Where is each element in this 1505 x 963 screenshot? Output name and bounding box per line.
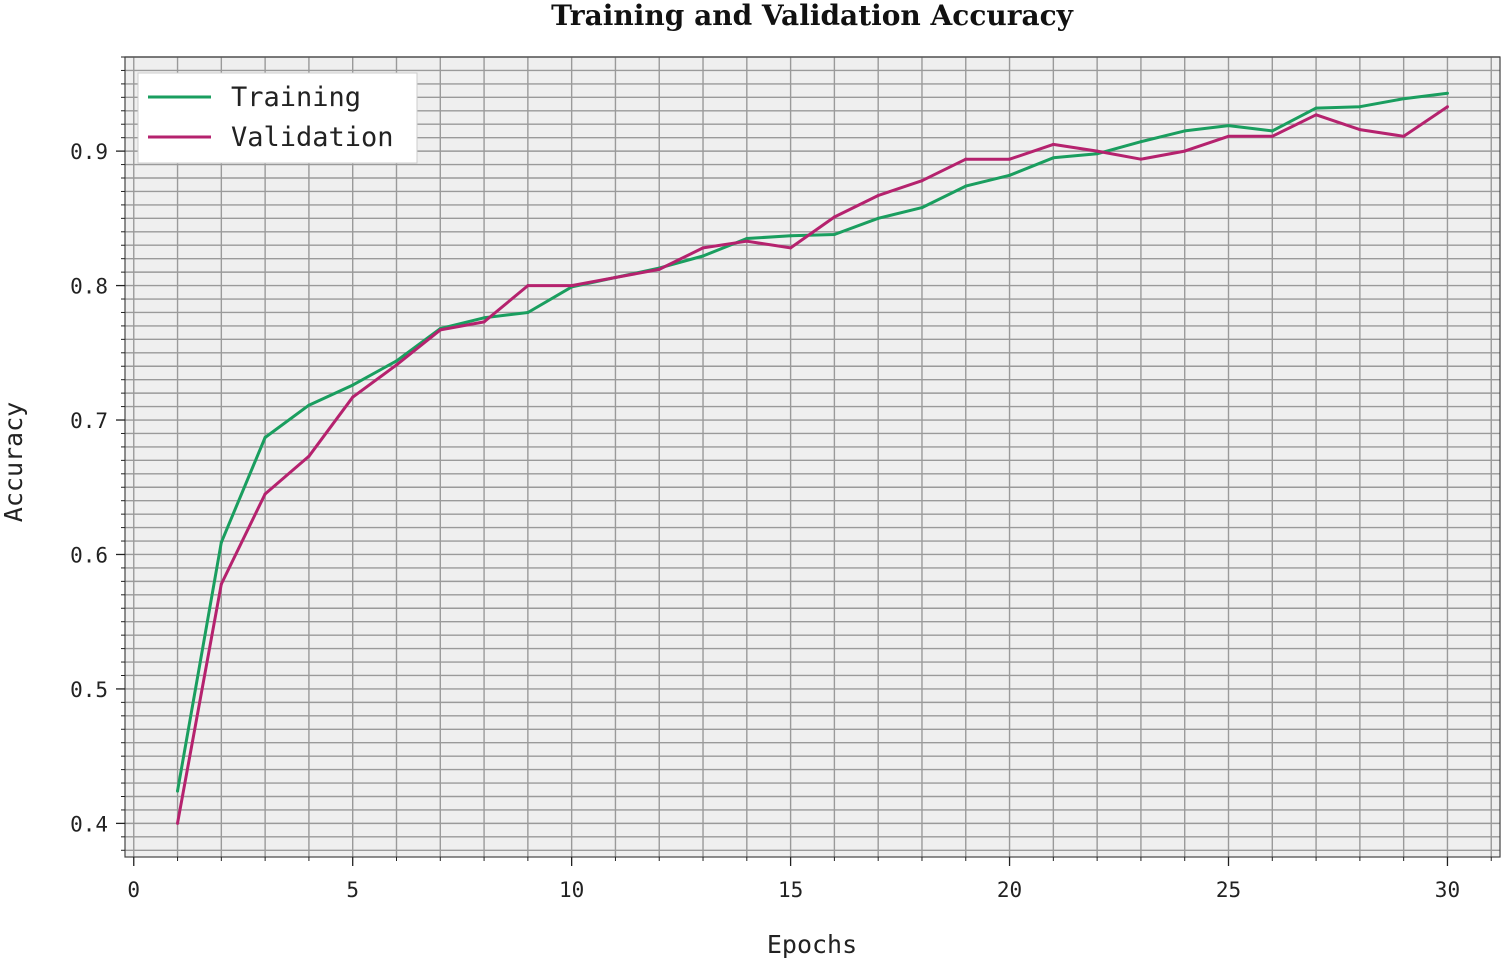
x-tick-label: 10 xyxy=(559,878,584,902)
data-point-training xyxy=(1314,106,1318,110)
x-tick-label: 15 xyxy=(778,878,803,902)
data-point-validation xyxy=(1358,128,1362,132)
chart-title: Training and Validation Accuracy xyxy=(551,0,1074,32)
data-point-training xyxy=(1445,91,1449,95)
data-point-validation xyxy=(1402,134,1406,138)
series-line-validation xyxy=(176,105,1449,824)
x-tick-label: 5 xyxy=(346,878,359,902)
data-point-validation xyxy=(832,215,836,219)
data-point-validation xyxy=(1270,134,1274,138)
data-point-validation xyxy=(570,284,574,288)
data-point-validation xyxy=(394,363,398,367)
data-point-training xyxy=(1402,97,1406,101)
legend-box xyxy=(137,72,418,164)
data-point-training xyxy=(1270,129,1274,133)
data-point-validation xyxy=(219,582,223,586)
data-point-validation xyxy=(1227,134,1231,138)
data-point-training xyxy=(1095,152,1099,156)
data-point-training xyxy=(1227,124,1231,128)
legend-label-training: Training xyxy=(231,82,361,113)
plot-frame xyxy=(124,56,1501,858)
data-point-validation xyxy=(1139,157,1143,161)
data-point-training xyxy=(263,436,267,440)
legend-label-validation: Validation xyxy=(231,122,394,153)
data-point-validation xyxy=(351,395,355,399)
data-point-training xyxy=(351,383,355,387)
data-point-validation xyxy=(964,157,968,161)
data-point-training xyxy=(964,184,968,188)
data-point-validation xyxy=(1183,149,1187,153)
series-line-training xyxy=(176,91,1448,792)
x-tick-label: 0 xyxy=(127,878,140,902)
data-point-training xyxy=(1183,129,1187,133)
data-point-training xyxy=(789,234,793,238)
data-point-validation xyxy=(176,821,180,825)
data-point-training xyxy=(1358,105,1362,109)
data-point-validation xyxy=(657,267,661,271)
data-point-training xyxy=(219,540,223,544)
x-tick-label: 30 xyxy=(1435,878,1460,902)
data-point-training xyxy=(1051,156,1055,160)
data-point-training xyxy=(1139,140,1143,144)
y-tick-label: 0.9 xyxy=(70,140,108,164)
data-point-training xyxy=(745,237,749,241)
y-tick-label: 0.5 xyxy=(70,678,108,702)
x-tick-label: 25 xyxy=(1216,878,1241,902)
grid xyxy=(125,56,1500,857)
data-point-validation xyxy=(920,179,924,183)
data-point-validation xyxy=(701,246,705,250)
legend: Training Validation xyxy=(137,72,418,164)
data-point-validation xyxy=(1051,142,1055,146)
data-point-training xyxy=(701,254,705,258)
data-point-validation xyxy=(789,246,793,250)
data-point-training xyxy=(920,206,924,210)
data-point-validation xyxy=(1095,149,1099,153)
data-point-validation xyxy=(482,320,486,324)
axis-ticks: 0 5 10 15 20 25 30 0.4 0.5 0.6 0.7 0.8 0.9 xyxy=(70,56,1492,902)
data-point-training xyxy=(832,232,836,236)
y-tick-label: 0.4 xyxy=(70,812,108,836)
data-point-training xyxy=(482,316,486,320)
data-point-validation xyxy=(745,239,749,243)
data-point-validation xyxy=(263,492,267,496)
x-axis-label: Epochs xyxy=(767,930,857,959)
data-point-validation xyxy=(1314,113,1318,117)
data-point-validation xyxy=(438,328,442,332)
data-point-training xyxy=(876,216,880,220)
data-point-validation xyxy=(876,193,880,197)
data-point-validation xyxy=(526,284,530,288)
x-tick-label: 20 xyxy=(997,878,1022,902)
data-point-training xyxy=(526,310,530,314)
data-point-training xyxy=(394,359,398,363)
data-point-validation xyxy=(1008,157,1012,161)
y-axis-label: Accuracy xyxy=(0,402,28,522)
data-point-validation xyxy=(613,276,617,280)
y-tick-label: 0.7 xyxy=(70,409,108,433)
data-point-training xyxy=(307,403,311,407)
data-point-training xyxy=(1008,173,1012,177)
y-tick-label: 0.8 xyxy=(70,275,108,299)
data-point-training xyxy=(176,789,180,793)
data-point-validation xyxy=(307,454,311,458)
plot-area xyxy=(125,57,1500,857)
series-lines xyxy=(176,91,1449,825)
data-point-validation xyxy=(1445,105,1449,109)
y-tick-label: 0.6 xyxy=(70,543,108,567)
